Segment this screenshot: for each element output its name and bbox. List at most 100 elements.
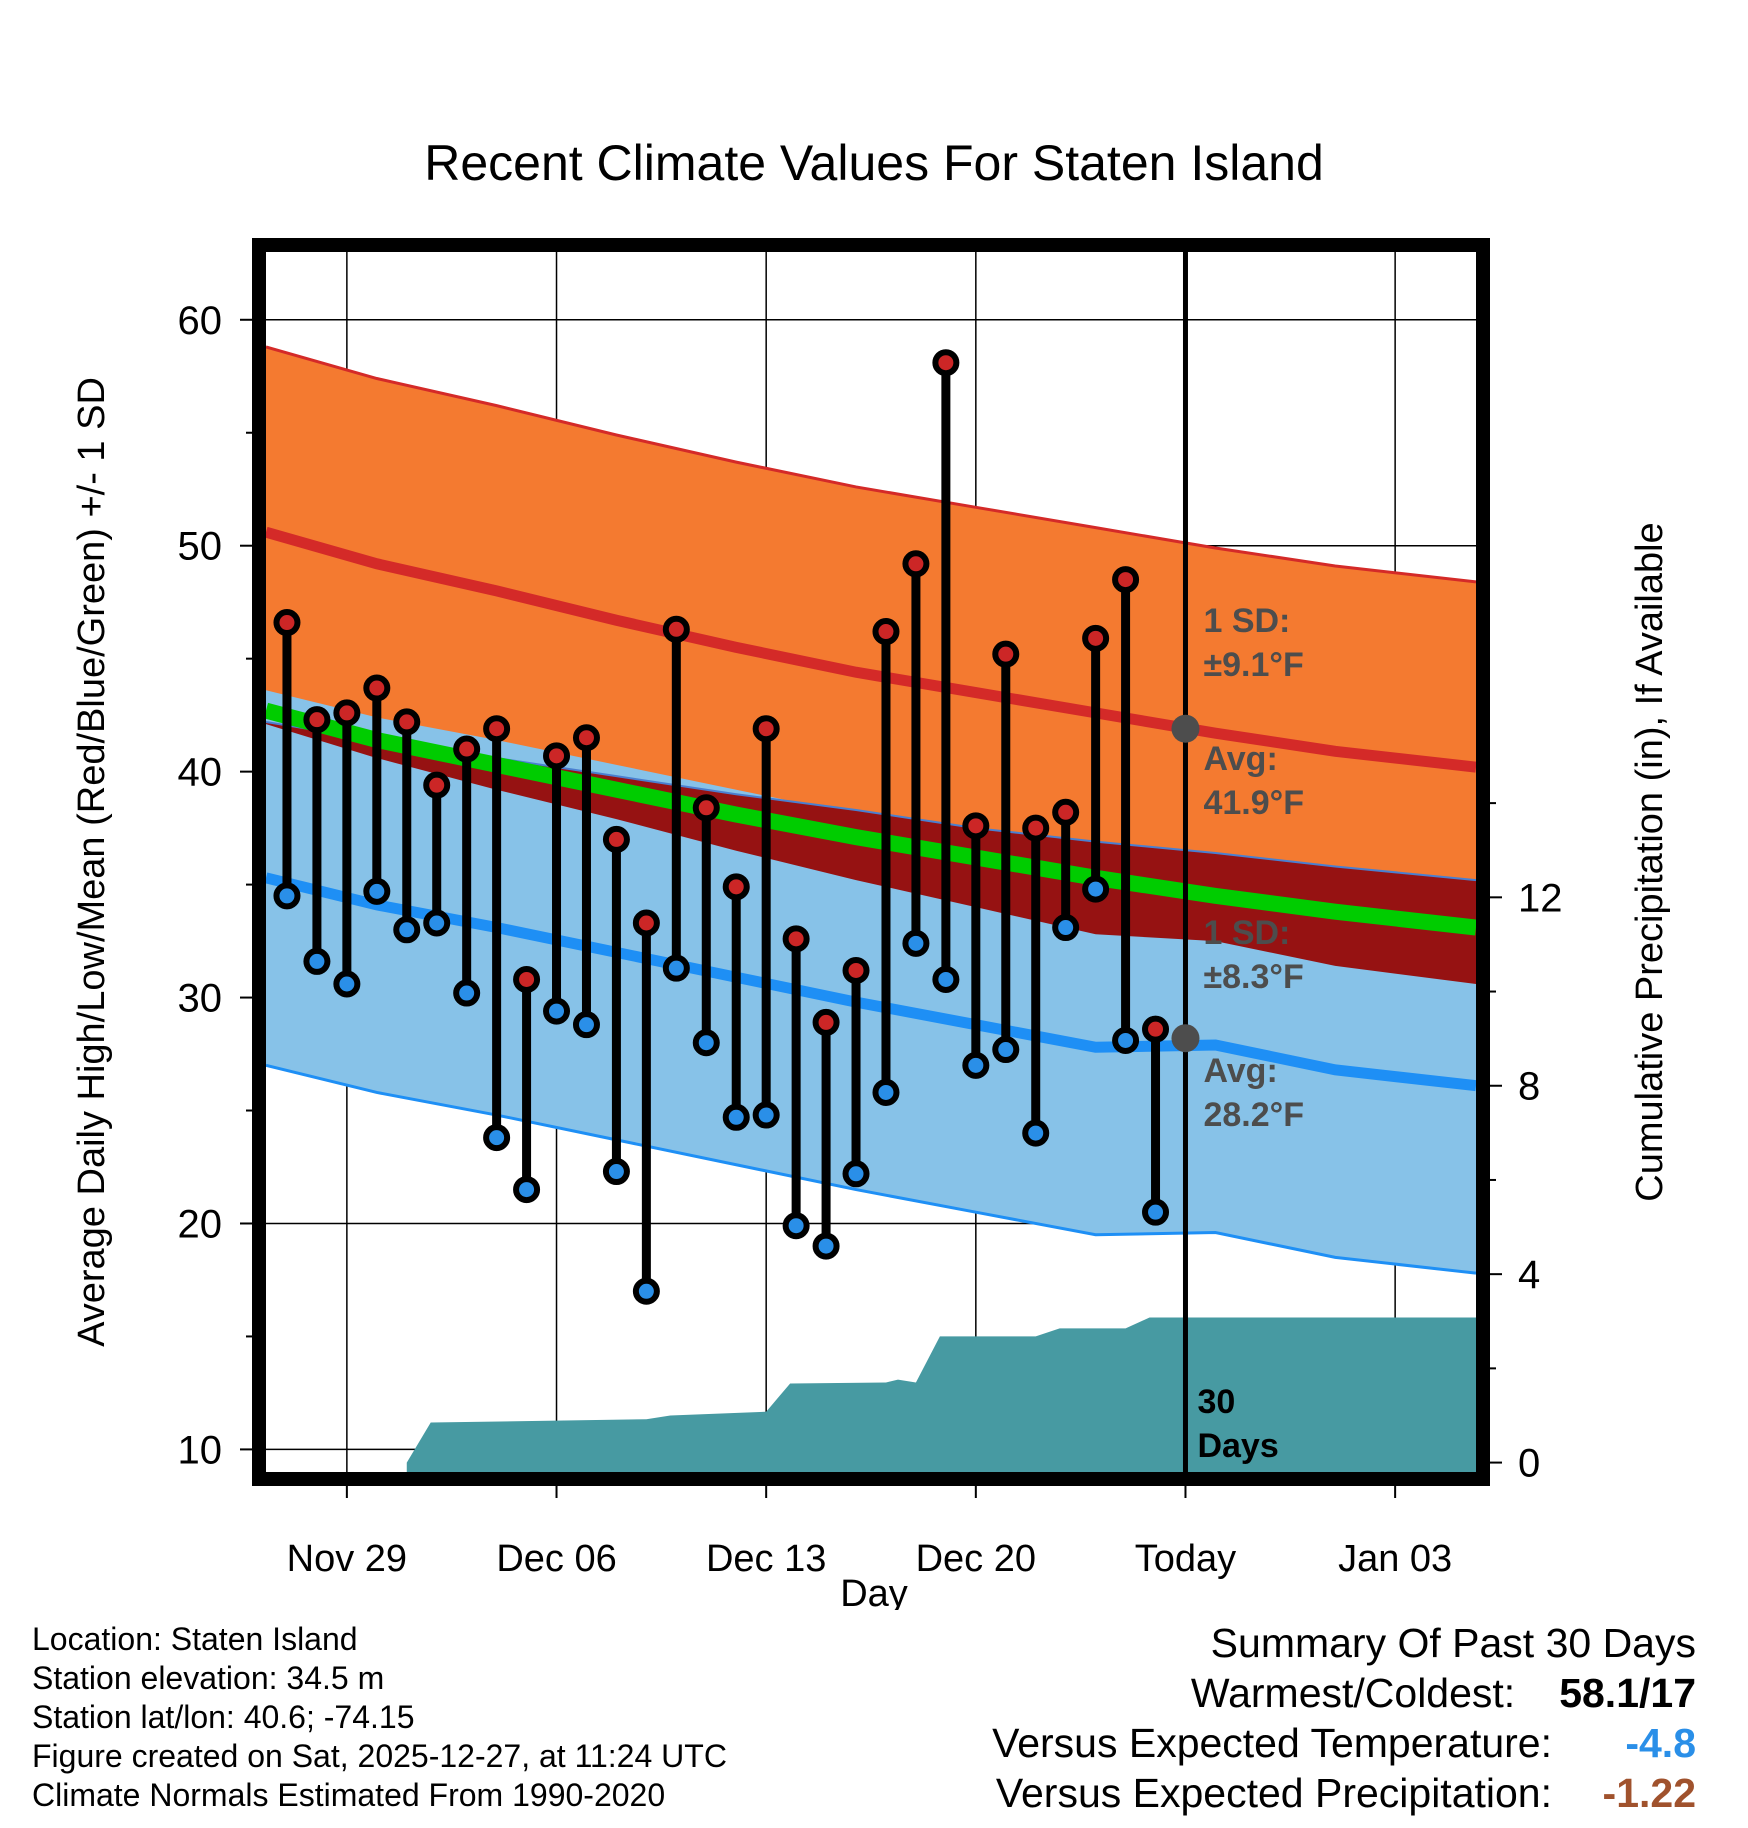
daily-low-point xyxy=(363,877,391,905)
daily-high-point xyxy=(303,706,331,734)
daily-low-point xyxy=(1082,875,1110,903)
daily-high-point xyxy=(453,735,481,763)
x-tick-label: Jan 03 xyxy=(1338,1538,1452,1580)
today-low-avg-point xyxy=(1171,1024,1200,1053)
high-sd-band xyxy=(266,346,1476,953)
x-tick-label: Dec 06 xyxy=(496,1538,616,1580)
temperature-markers xyxy=(273,349,1170,1305)
y-tick-label: 20 xyxy=(178,1202,223,1246)
daily-high-point xyxy=(842,956,870,984)
y-tick-label: 10 xyxy=(178,1428,223,1472)
climate-chart: Recent Climate Values For Staten Island … xyxy=(71,135,1671,1610)
low-band-lower-edge xyxy=(266,1063,1476,1275)
daily-high-point xyxy=(1052,798,1080,826)
y2-tick-label: 12 xyxy=(1518,876,1563,920)
daily-high-point xyxy=(543,742,571,770)
daily-high-point xyxy=(962,812,990,840)
daily-high-point xyxy=(1142,1015,1170,1043)
chart-title: Recent Climate Values For Staten Island xyxy=(424,135,1324,191)
x-tick-label: Dec 13 xyxy=(706,1538,826,1580)
daily-high-point xyxy=(722,873,750,901)
precipitation-label: Versus Expected Precipitation: xyxy=(995,1770,1552,1816)
daily-high-point xyxy=(872,618,900,646)
y-tick-label: 60 xyxy=(178,299,223,343)
daily-low-point xyxy=(902,929,930,957)
plot-frame xyxy=(252,238,1490,1486)
daily-high-point xyxy=(992,640,1020,668)
x-tick-label: Dec 20 xyxy=(916,1538,1036,1580)
daily-low-point xyxy=(333,970,361,998)
daily-high-point xyxy=(363,674,391,702)
high-avg-annotation-line2: 41.9°F xyxy=(1203,784,1304,822)
y-tick-label: 40 xyxy=(178,751,223,795)
elevation-text: Station elevation: 34.5 m xyxy=(32,1660,385,1696)
daily-low-point xyxy=(752,1101,780,1129)
daily-low-point xyxy=(632,1277,660,1305)
station-info: Location: Staten Island Station elevatio… xyxy=(32,1620,832,1815)
y2-tick-label: 4 xyxy=(1518,1253,1540,1297)
normal-bands xyxy=(266,345,1476,1275)
daily-low-point xyxy=(872,1078,900,1106)
high-avg-annotation-line1: Avg: xyxy=(1203,740,1277,778)
daily-low-point xyxy=(572,1011,600,1039)
low-sd-annotation-line2: ±8.3°F xyxy=(1203,958,1303,996)
daily-high-point xyxy=(812,1008,840,1036)
daily-high-point xyxy=(333,699,361,727)
high-sd-annotation-line2: ±9.1°F xyxy=(1203,646,1303,684)
summary-title: Summary Of Past 30 Days xyxy=(1210,1620,1696,1666)
daily-high-point xyxy=(1082,624,1110,652)
high-sd-annotation-line1: 1 SD: xyxy=(1203,602,1290,640)
daily-high-point xyxy=(393,708,421,736)
today-high-avg-point xyxy=(1171,714,1200,743)
y2-tick-label: 0 xyxy=(1518,1442,1540,1486)
daily-low-point xyxy=(303,947,331,975)
daily-high-point xyxy=(1022,814,1050,842)
temperature-label: Versus Expected Temperature: xyxy=(992,1720,1552,1766)
daily-high-point xyxy=(513,965,541,993)
daily-high-point xyxy=(782,925,810,953)
y-axis-label: Average Daily High/Low/Mean (Red/Blue/Gr… xyxy=(71,377,113,1347)
y2-tick-label: 8 xyxy=(1518,1065,1540,1109)
low-sd-annotation-line1: 1 SD: xyxy=(1203,914,1290,952)
x-tick-label: Today xyxy=(1135,1538,1236,1580)
summary-row-precipitation: Versus Expected Precipitation: -1.22 xyxy=(716,1768,1696,1818)
high-band-upper-edge xyxy=(266,345,1476,584)
daily-low-point xyxy=(992,1036,1020,1064)
daily-low-point xyxy=(602,1158,630,1186)
daily-low-point xyxy=(1052,914,1080,942)
low-sd-band xyxy=(266,690,1476,1274)
y-tick-label: 50 xyxy=(178,525,223,569)
daily-high-point xyxy=(752,715,780,743)
daily-high-point xyxy=(483,715,511,743)
daily-low-point xyxy=(932,965,960,993)
normal-high-line xyxy=(266,526,1476,773)
y2-axis-label: Cumulative Precipitation (in), If Availa… xyxy=(1629,522,1671,1201)
daily-low-point xyxy=(273,882,301,910)
y-tick-label: 30 xyxy=(178,977,223,1021)
daily-low-point xyxy=(453,979,481,1007)
daily-low-point xyxy=(842,1160,870,1188)
daily-low-point xyxy=(483,1124,511,1152)
daily-low-point xyxy=(1112,1026,1140,1054)
summary-row-temperature: Versus Expected Temperature: -4.8 xyxy=(716,1718,1696,1768)
days-annotation-line2: Days xyxy=(1197,1427,1278,1465)
precipitation-area xyxy=(266,1317,1476,1472)
daily-high-point xyxy=(1112,566,1140,594)
daily-low-point xyxy=(1022,1119,1050,1147)
daily-low-point xyxy=(782,1212,810,1240)
daily-low-point xyxy=(1142,1198,1170,1226)
daily-low-point xyxy=(692,1029,720,1057)
cumulative-precip-area xyxy=(266,1317,1476,1472)
daily-high-point xyxy=(902,550,930,578)
daily-high-point xyxy=(932,349,960,377)
daily-low-point xyxy=(393,916,421,944)
daily-low-point xyxy=(722,1103,750,1131)
daily-low-point xyxy=(543,997,571,1025)
daily-high-point xyxy=(692,794,720,822)
plot-area xyxy=(266,252,1476,1472)
warmest-value: 58.1/17 xyxy=(1559,1670,1696,1716)
daily-low-point xyxy=(812,1232,840,1260)
daily-high-point xyxy=(423,771,451,799)
daily-high-point xyxy=(632,909,660,937)
created-text: Figure created on Sat, 2025-12-27, at 11… xyxy=(32,1738,727,1774)
